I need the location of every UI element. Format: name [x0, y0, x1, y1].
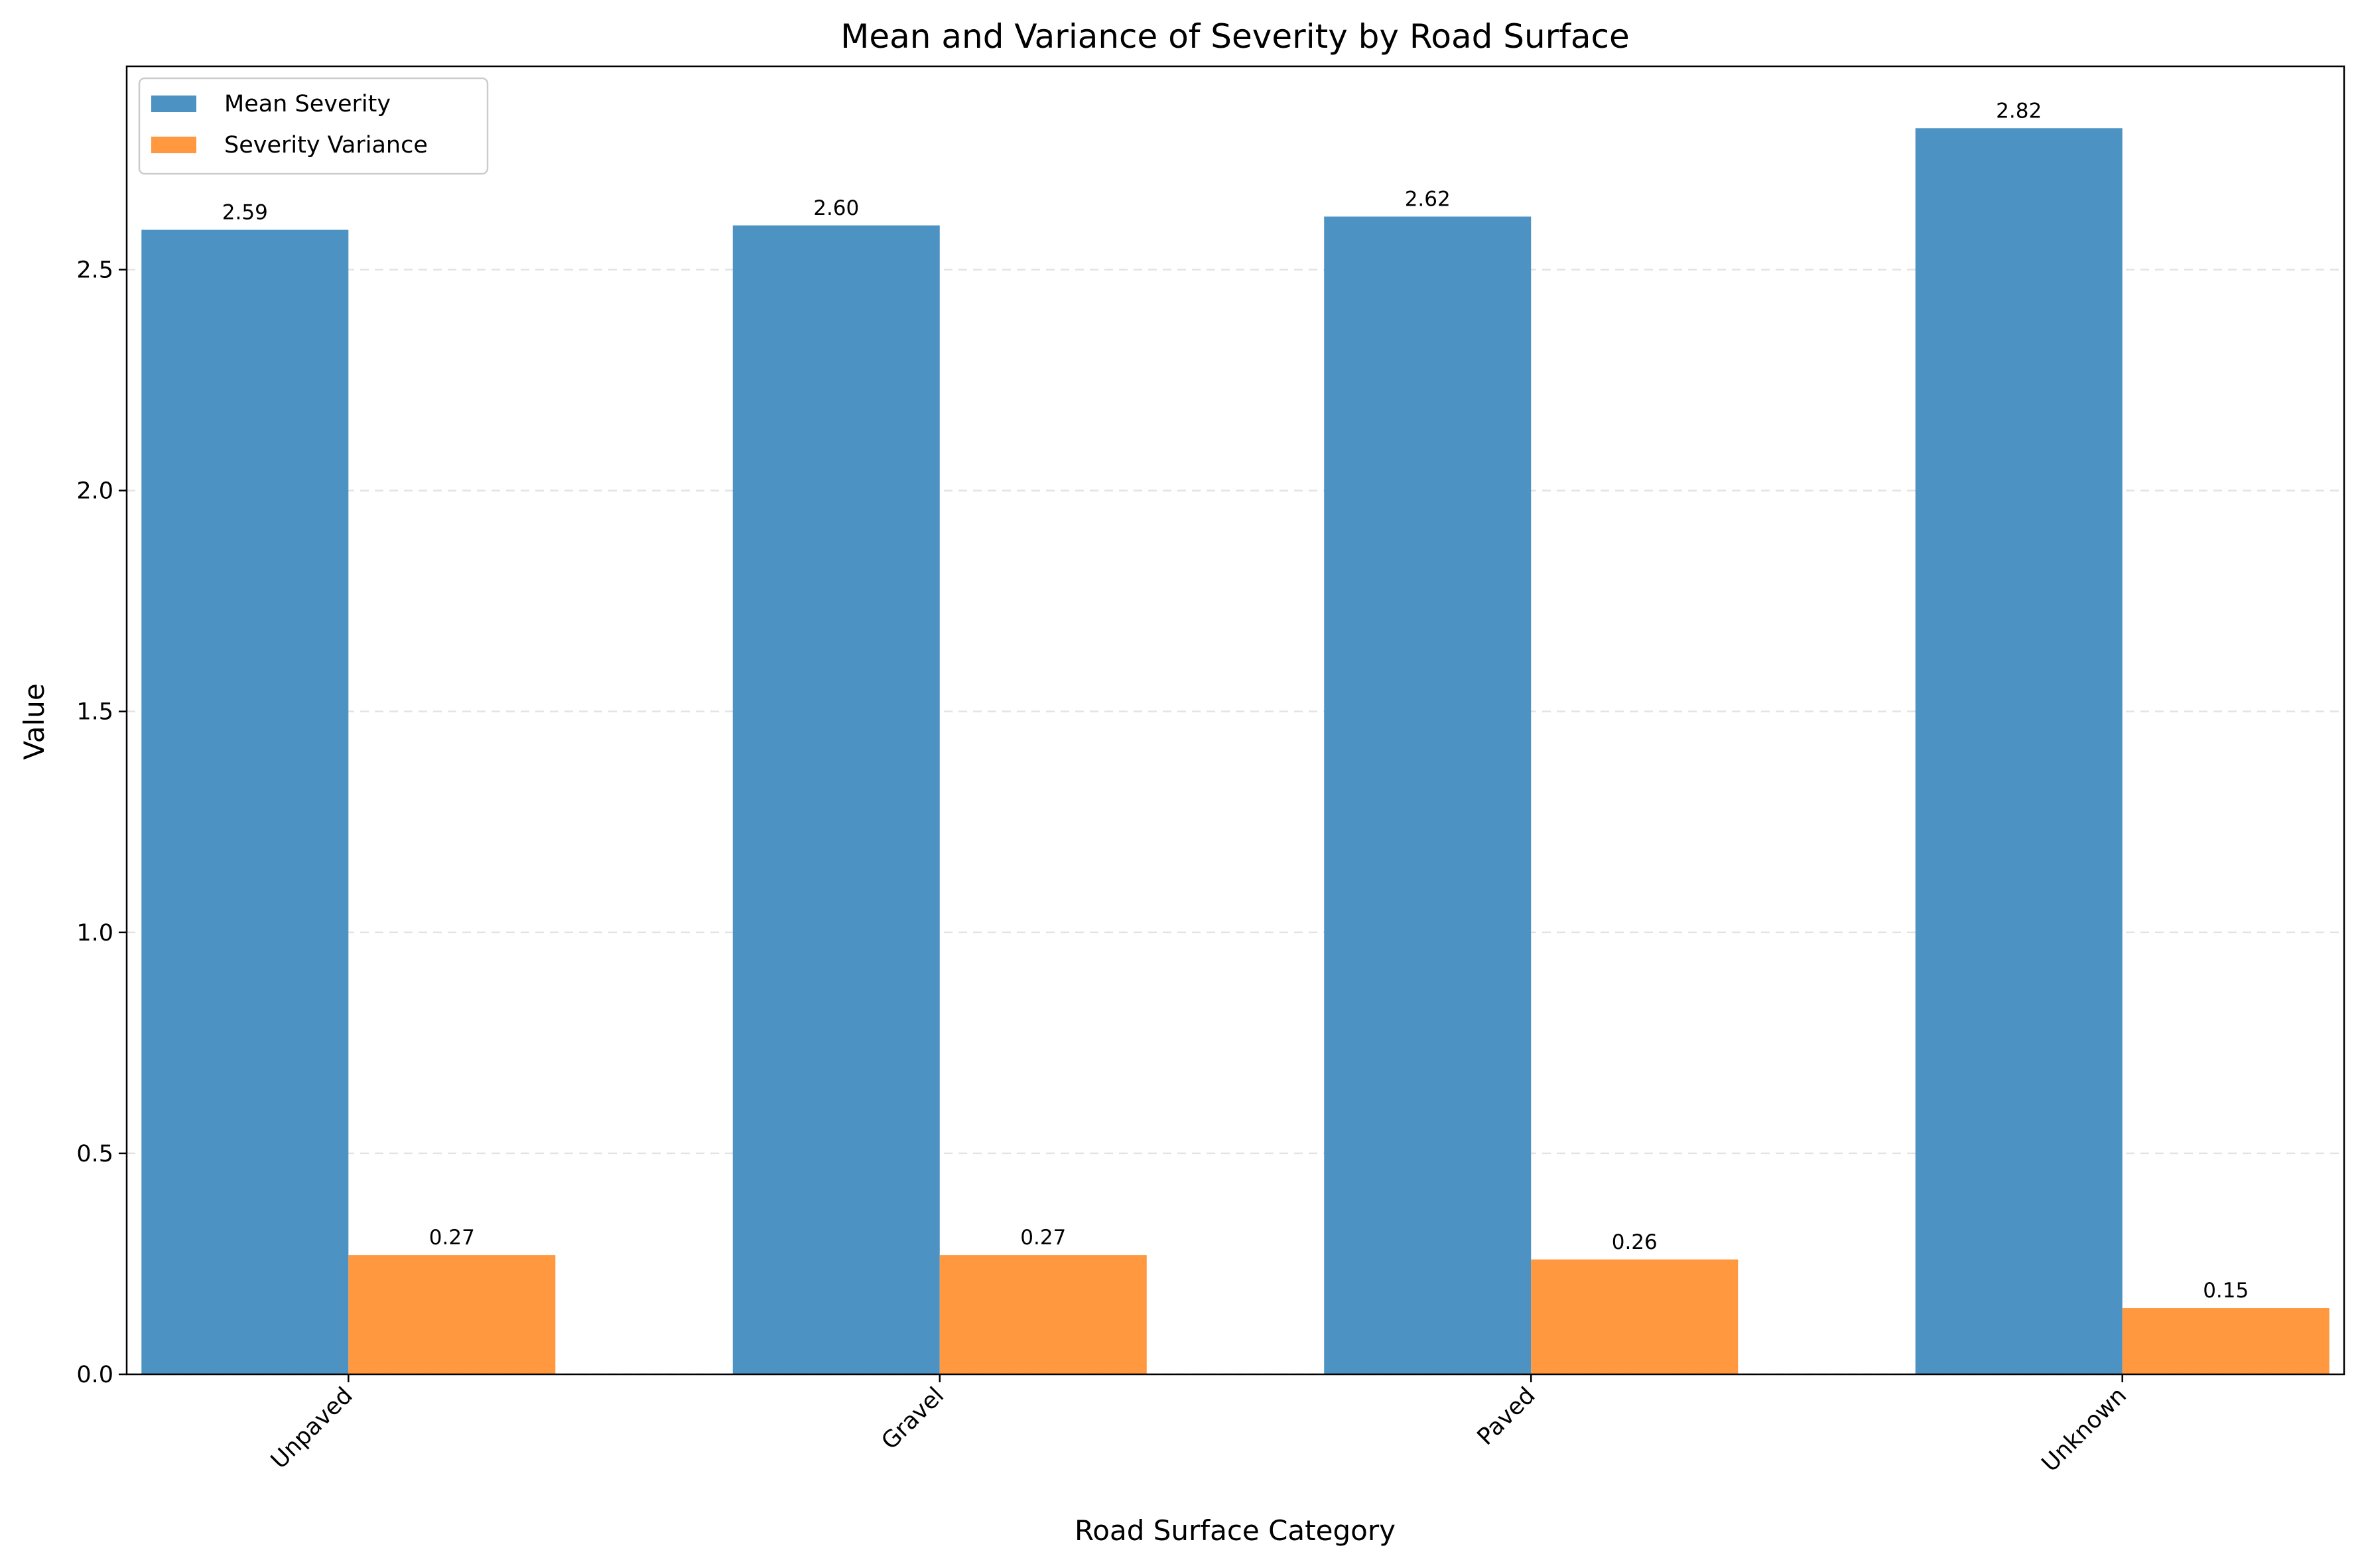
- y-tick-label: 0.5: [76, 1141, 113, 1167]
- legend-swatch-severity-variance: [151, 137, 196, 153]
- y-axis-ticks: 0.0 0.5 1.0 1.5 2.0 2.5: [76, 257, 127, 1388]
- x-tick-label: Paved: [1473, 1382, 1541, 1451]
- bar-value-label: 0.27: [429, 1226, 475, 1250]
- legend-swatch-mean-severity: [151, 96, 196, 112]
- bar-severity-variance: [939, 1255, 1147, 1374]
- x-tick-label: Unpaved: [266, 1382, 358, 1474]
- y-tick-label: 0.0: [76, 1362, 113, 1388]
- chart-title: Mean and Variance of Severity by Road Su…: [840, 17, 1630, 56]
- bar-mean-severity: [1324, 216, 1532, 1374]
- y-tick-label: 2.0: [76, 478, 113, 505]
- legend-frame: [138, 77, 489, 175]
- bar-mean-severity: [732, 225, 940, 1374]
- bar-value-label: 0.27: [1020, 1226, 1066, 1250]
- x-tick-label: Unknown: [2037, 1382, 2132, 1477]
- bar-severity-variance: [1531, 1259, 1739, 1374]
- bar-value-label: 2.82: [1996, 99, 2042, 123]
- x-axis-label: Road Surface Category: [1075, 1514, 1396, 1547]
- bar-severity-variance: [348, 1255, 556, 1374]
- y-tick-label: 1.5: [76, 699, 113, 726]
- x-tick-label: Gravel: [877, 1382, 950, 1455]
- bar-mean-severity: [1915, 128, 2123, 1374]
- bar-value-label: 2.62: [1405, 188, 1451, 212]
- x-axis-ticks: Unpaved Gravel Paved Unknown: [266, 1374, 2132, 1477]
- legend: Mean Severity Severity Variance: [138, 77, 489, 175]
- y-tick-label: 1.0: [76, 920, 113, 947]
- plot-frame: [125, 65, 2345, 1376]
- data-labels: 2.59 2.60 2.62 2.82 0.27 0.27 0.26 0.15: [222, 99, 2249, 1303]
- y-axis-label: Value: [18, 683, 50, 759]
- y-tick-label: 2.5: [76, 257, 113, 283]
- bar-value-label: 2.60: [813, 196, 859, 220]
- bar-value-label: 0.15: [2203, 1279, 2249, 1303]
- bar-value-label: 0.26: [1612, 1230, 1658, 1254]
- bar-mean-severity: [141, 229, 349, 1374]
- bar-value-label: 2.59: [222, 201, 268, 225]
- legend-label-severity-variance: Severity Variance: [224, 132, 428, 159]
- bar-severity-variance: [2122, 1308, 2330, 1374]
- legend-label-mean-severity: Mean Severity: [224, 91, 391, 117]
- axes: [125, 65, 2345, 1376]
- bars: [141, 128, 2330, 1374]
